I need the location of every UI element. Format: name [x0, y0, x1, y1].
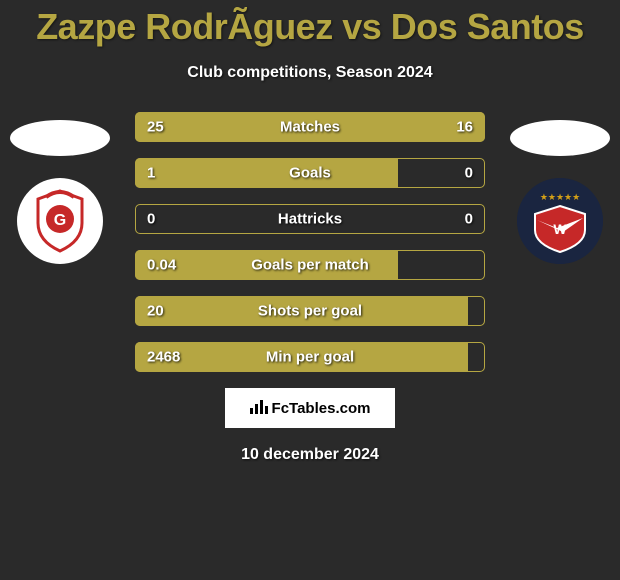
stat-row-goals-per-match: 0.04 Goals per match — [135, 250, 485, 280]
stat-value-left: 0.04 — [147, 257, 176, 274]
stat-row-shots-per-goal: 20 Shots per goal — [135, 296, 485, 326]
stat-value-right: 16 — [456, 119, 473, 136]
stat-value-left: 2468 — [147, 349, 180, 366]
stat-label: Matches — [280, 119, 340, 136]
stat-row-hattricks: 0 Hattricks 0 — [135, 204, 485, 234]
stat-value-left: 0 — [147, 211, 155, 228]
attribution-badge: FcTables.com — [225, 388, 395, 428]
stat-label: Goals per match — [251, 257, 369, 274]
stat-label: Min per goal — [266, 349, 354, 366]
stat-row-min-per-goal: 2468 Min per goal — [135, 342, 485, 372]
page-subtitle: Club competitions, Season 2024 — [0, 64, 620, 82]
stat-label: Shots per goal — [258, 303, 362, 320]
stats-chart: 25 Matches 16 1 Goals 0 0 Hattricks 0 0.… — [0, 112, 620, 372]
date-label: 10 december 2024 — [0, 446, 620, 464]
stat-value-right: 0 — [465, 211, 473, 228]
stat-row-matches: 25 Matches 16 — [135, 112, 485, 142]
stat-value-left: 20 — [147, 303, 164, 320]
page-title: Zazpe RodrÃ­guez vs Dos Santos — [0, 6, 620, 48]
chart-icon — [250, 398, 268, 419]
stat-row-goals: 1 Goals 0 — [135, 158, 485, 188]
stat-bar-left — [135, 158, 398, 188]
stat-value-right: 0 — [465, 165, 473, 182]
stat-value-left: 25 — [147, 119, 164, 136]
stat-label: Hattricks — [278, 211, 342, 228]
attribution-text: FcTables.com — [272, 400, 371, 417]
stat-label: Goals — [289, 165, 331, 182]
stat-value-left: 1 — [147, 165, 155, 182]
